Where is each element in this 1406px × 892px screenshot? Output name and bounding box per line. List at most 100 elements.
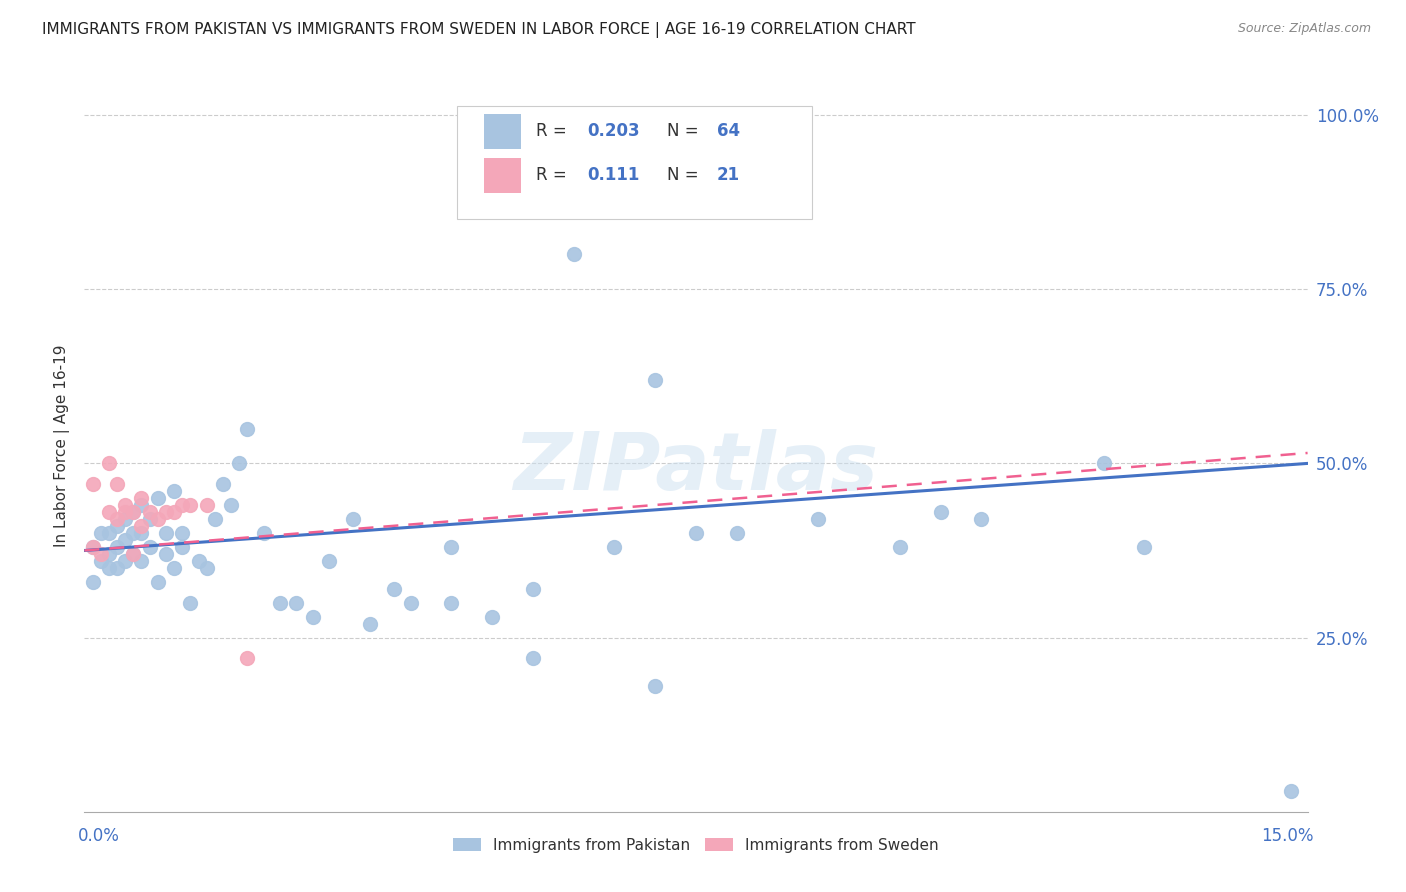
Point (82, 540, 104, 554)
Point (138, 540, 160, 554)
Point (685, 526, 707, 541)
Text: N =: N = (666, 167, 703, 185)
Point (172, 498, 194, 512)
Point (105, 561, 128, 575)
Point (1092, 457, 1115, 471)
Point (131, 519, 153, 533)
Point (269, 596, 291, 610)
Point (644, 679, 666, 693)
Point (522, 582, 544, 596)
Point (318, 554, 340, 568)
Point (219, 498, 242, 512)
Point (172, 526, 194, 541)
Point (195, 561, 218, 575)
Point (163, 505, 186, 519)
Point (131, 554, 153, 568)
Point (131, 526, 153, 541)
FancyBboxPatch shape (484, 158, 522, 193)
Point (155, 505, 177, 519)
Point (212, 477, 235, 491)
Point (105, 512, 128, 526)
Point (163, 561, 186, 575)
Point (228, 457, 250, 471)
Text: 21: 21 (717, 167, 740, 185)
Point (105, 540, 128, 554)
Text: 0.111: 0.111 (588, 167, 640, 185)
Point (146, 491, 169, 506)
Point (90, 554, 112, 568)
Point (481, 609, 503, 624)
Point (146, 512, 169, 526)
Text: 0.0%: 0.0% (79, 827, 120, 845)
Point (1133, 540, 1156, 554)
Point (97, 457, 120, 471)
Point (236, 651, 259, 665)
Point (195, 498, 218, 512)
Point (970, 512, 993, 526)
Point (440, 540, 463, 554)
Text: N =: N = (666, 122, 703, 140)
Point (114, 533, 136, 547)
Point (179, 596, 201, 610)
Point (131, 491, 153, 506)
Point (97, 526, 120, 541)
Text: R =: R = (536, 122, 572, 140)
Point (359, 616, 381, 631)
Point (382, 582, 405, 596)
Text: Source: ZipAtlas.com: Source: ZipAtlas.com (1237, 22, 1371, 36)
Point (122, 505, 145, 519)
Point (725, 526, 748, 541)
Point (82, 574, 104, 589)
Point (122, 547, 145, 561)
Point (807, 512, 830, 526)
Point (929, 505, 952, 519)
Point (146, 574, 169, 589)
Point (644, 373, 666, 387)
Text: R =: R = (536, 167, 576, 185)
Point (236, 421, 259, 435)
Point (522, 651, 544, 665)
Point (204, 512, 226, 526)
Point (114, 505, 136, 519)
Point (105, 519, 128, 533)
Point (97, 547, 120, 561)
Point (603, 540, 626, 554)
Point (97, 561, 120, 575)
Point (399, 596, 422, 610)
Point (179, 498, 201, 512)
Point (1279, 784, 1302, 798)
Point (114, 498, 136, 512)
Point (163, 484, 186, 499)
Text: ZIPatlas: ZIPatlas (513, 429, 879, 507)
Point (285, 596, 308, 610)
FancyBboxPatch shape (457, 106, 813, 219)
Point (105, 477, 128, 491)
Text: 0.203: 0.203 (588, 122, 640, 140)
Point (187, 554, 209, 568)
Point (440, 596, 463, 610)
Y-axis label: In Labor Force | Age 16-19: In Labor Force | Age 16-19 (55, 344, 70, 548)
Point (90, 547, 112, 561)
Point (342, 512, 364, 526)
Point (122, 526, 145, 541)
Point (138, 512, 160, 526)
Point (131, 498, 153, 512)
FancyBboxPatch shape (484, 114, 522, 149)
Point (82, 477, 104, 491)
Point (889, 540, 911, 554)
Point (138, 505, 160, 519)
Point (172, 540, 194, 554)
Legend: Immigrants from Pakistan, Immigrants from Sweden: Immigrants from Pakistan, Immigrants fro… (447, 831, 945, 859)
Point (90, 526, 112, 541)
Point (155, 526, 177, 541)
Point (97, 505, 120, 519)
Point (562, 247, 585, 261)
Text: IMMIGRANTS FROM PAKISTAN VS IMMIGRANTS FROM SWEDEN IN LABOR FORCE | AGE 16-19 CO: IMMIGRANTS FROM PAKISTAN VS IMMIGRANTS F… (42, 22, 915, 38)
Point (301, 609, 323, 624)
Point (114, 554, 136, 568)
Point (122, 547, 145, 561)
Point (114, 512, 136, 526)
Point (155, 547, 177, 561)
Text: 15.0%: 15.0% (1261, 827, 1313, 845)
Point (82, 540, 104, 554)
